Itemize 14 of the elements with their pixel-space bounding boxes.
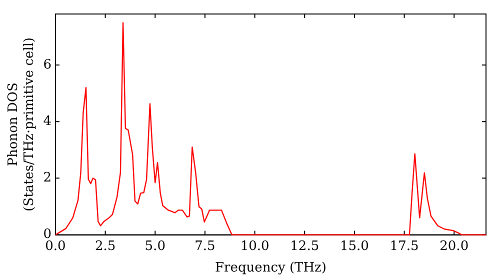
x-tick-label: 0.0 <box>45 238 66 254</box>
y-tick-label: 6 <box>43 57 52 72</box>
x-tick-label: 12.5 <box>290 238 320 254</box>
x-axis-title: Frequency (THz) <box>215 260 326 276</box>
y-tick-label: 4 <box>43 114 52 129</box>
x-tick-label: 17.5 <box>390 238 419 254</box>
x-tick-label: 15.0 <box>340 238 369 254</box>
x-tick-label: 2.5 <box>94 238 116 254</box>
x-tick-label: 5.0 <box>144 238 166 254</box>
x-tick-label: 7.5 <box>194 238 216 254</box>
x-tick-label: 20.0 <box>440 238 469 254</box>
y-axis-title: Phonon DOS (States/THz·primitive cell) <box>6 37 37 212</box>
x-tick-label: 10.0 <box>240 238 270 254</box>
y-tick-label: 2 <box>43 170 52 186</box>
